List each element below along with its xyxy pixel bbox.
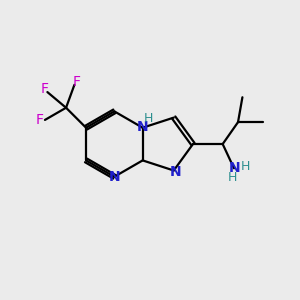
Text: H: H: [143, 112, 153, 125]
Text: N: N: [229, 161, 240, 175]
Text: N: N: [109, 170, 120, 184]
Text: F: F: [73, 75, 81, 89]
Text: H: H: [241, 160, 250, 173]
Text: F: F: [41, 82, 49, 95]
Text: H: H: [228, 171, 238, 184]
Text: F: F: [36, 113, 43, 127]
Text: N: N: [169, 165, 181, 179]
Text: N: N: [137, 119, 148, 134]
